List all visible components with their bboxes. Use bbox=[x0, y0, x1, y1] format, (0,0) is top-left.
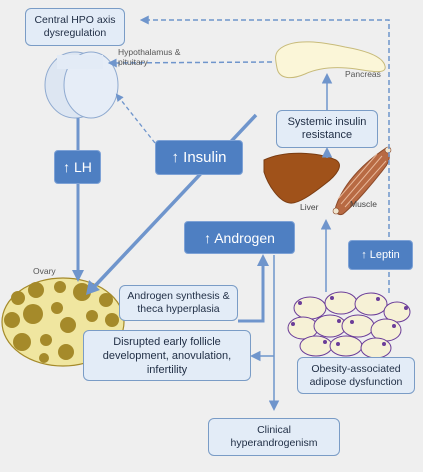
androgen-box: ↑ Androgen bbox=[184, 221, 295, 254]
liver-label: Liver bbox=[300, 202, 319, 212]
hypothalamus-label: Hypothalamus & pituitary bbox=[118, 47, 181, 67]
leptin-feedback-line bbox=[139, 15, 390, 293]
lh-box: ↑ LH bbox=[54, 150, 101, 184]
pituitary-drawing bbox=[44, 51, 119, 119]
disrupted-text: Disrupted early follicle development, an… bbox=[102, 335, 232, 376]
androgen-text: ↑ Androgen bbox=[204, 229, 275, 246]
leptin-box: ↑ Leptin bbox=[348, 240, 413, 270]
synthesis-to-androgen-arrow bbox=[238, 262, 265, 323]
insulin-to-pituitary-arrow bbox=[115, 93, 156, 144]
muscle-label: Muscle bbox=[350, 199, 377, 209]
androgen-synthesis-box: Androgen synthesis & theca hyperplasia bbox=[119, 285, 238, 321]
adipose-drawing bbox=[287, 291, 411, 359]
lh-text: ↑ LH bbox=[63, 159, 92, 175]
hpo-text: Central HPO axis dysregulation bbox=[34, 14, 116, 39]
systemic-insulin-text: Systemic insulin resistance bbox=[287, 116, 367, 141]
disrupted-box: Disrupted early follicle development, an… bbox=[83, 330, 251, 381]
systemic-insulin-box: Systemic insulin resistance bbox=[276, 110, 378, 148]
ovary-label: Ovary bbox=[33, 266, 56, 276]
obesity-box: Obesity-associated adipose dysfunction bbox=[297, 357, 415, 394]
liver-drawing bbox=[263, 152, 340, 204]
pancreas-to-pituitary-arrow bbox=[107, 58, 273, 68]
obesity-text: Obesity-associated adipose dysfunction bbox=[309, 362, 403, 388]
androgen-synthesis-text: Androgen synthesis & theca hyperplasia bbox=[127, 290, 230, 315]
pancreas-label: Pancreas bbox=[345, 69, 381, 79]
clinical-text: Clinical hyperandrogenism bbox=[230, 424, 318, 449]
clinical-box: Clinical hyperandrogenism bbox=[208, 418, 340, 456]
leptin-text: ↑ Leptin bbox=[361, 249, 400, 261]
insulin-text: ↑ Insulin bbox=[171, 149, 227, 166]
insulin-box: ↑ Insulin bbox=[155, 140, 243, 175]
muscle-drawing bbox=[332, 146, 392, 215]
pancreas-drawing bbox=[275, 41, 386, 79]
hpo-box: Central HPO axis dysregulation bbox=[25, 8, 125, 46]
